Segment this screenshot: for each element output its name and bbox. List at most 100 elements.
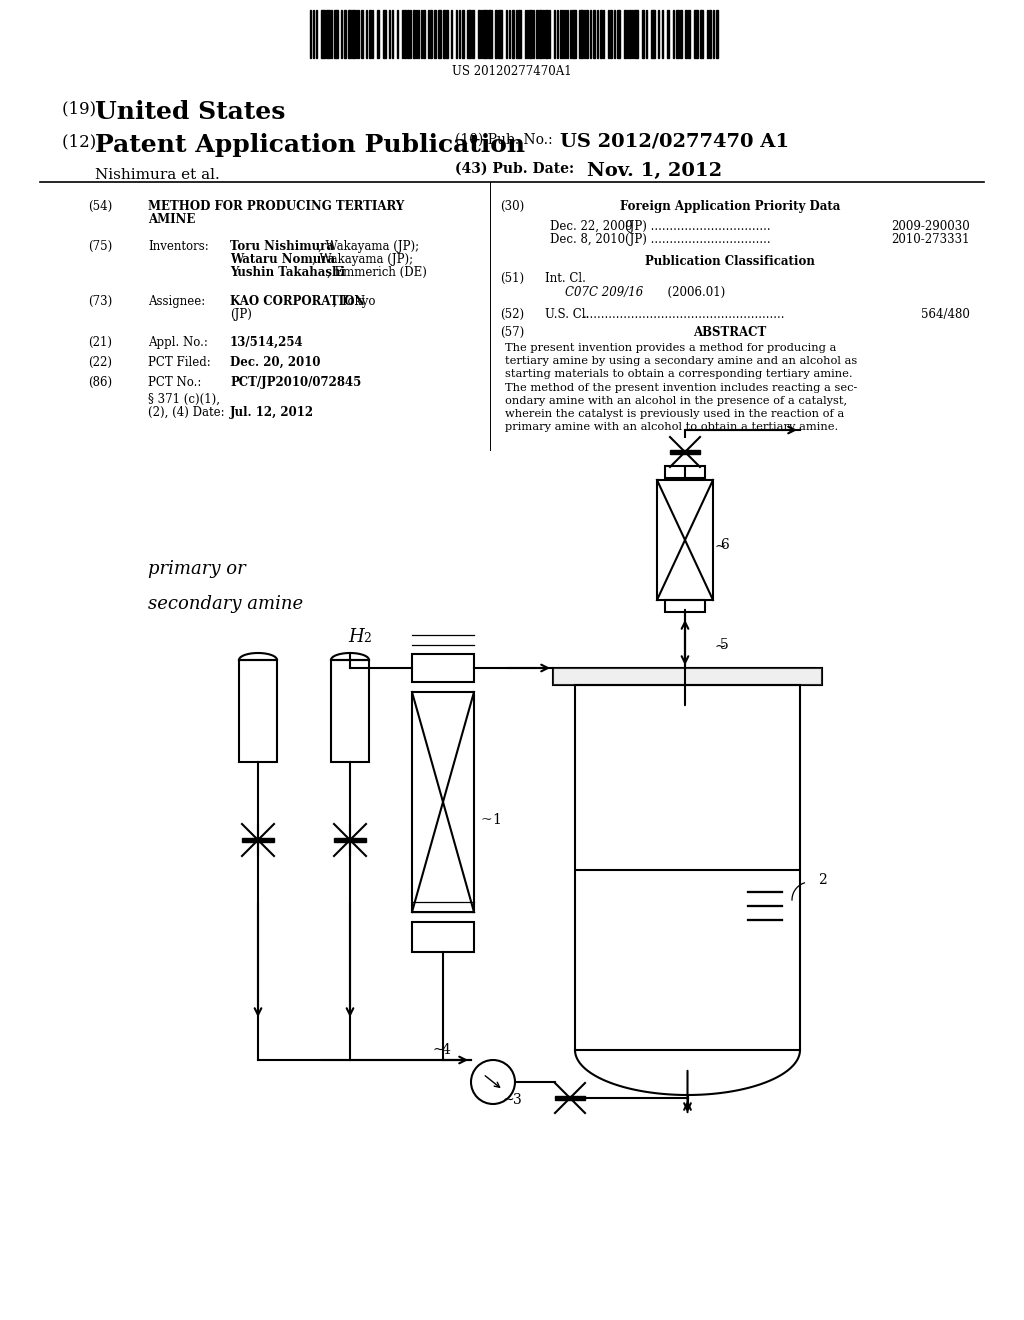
Text: Foreign Application Priority Data: Foreign Application Priority Data	[620, 201, 840, 213]
Bar	[539, 11, 542, 58]
Bar	[685, 11, 687, 58]
Bar	[334, 11, 338, 58]
Bar	[434, 11, 436, 58]
Text: Jul. 12, 2012: Jul. 12, 2012	[230, 407, 314, 418]
Bar	[443, 11, 445, 58]
Bar	[545, 11, 548, 58]
Bar	[377, 11, 379, 58]
Text: ~: ~	[432, 1043, 443, 1057]
Bar	[334, 838, 366, 842]
Bar	[462, 11, 464, 58]
Text: Toru Nishimura: Toru Nishimura	[230, 240, 334, 253]
Bar	[600, 11, 602, 58]
Text: Assignee:: Assignee:	[148, 294, 205, 308]
Bar	[579, 11, 583, 58]
Bar	[529, 11, 532, 58]
Bar	[624, 11, 626, 58]
Text: (86): (86)	[88, 376, 112, 389]
Bar	[512, 11, 514, 58]
Text: 2010-273331: 2010-273331	[892, 234, 970, 246]
Text: (10) Pub. No.:: (10) Pub. No.:	[455, 133, 553, 147]
Bar	[412, 921, 474, 952]
Bar	[472, 11, 474, 58]
Bar	[404, 11, 406, 58]
Bar	[676, 11, 679, 58]
Text: primary or: primary or	[148, 560, 246, 578]
Bar	[667, 11, 669, 58]
Text: United States: United States	[95, 100, 286, 124]
Text: Dec. 20, 2010: Dec. 20, 2010	[230, 356, 321, 370]
Bar	[430, 11, 432, 58]
Text: (12): (12)	[62, 133, 101, 150]
Text: (JP) ................................: (JP) ................................	[625, 220, 771, 234]
Text: Publication Classification: Publication Classification	[645, 255, 815, 268]
Text: , Wakayama (JP);: , Wakayama (JP);	[318, 240, 419, 253]
Bar	[413, 11, 415, 58]
Text: Nishimura et al.: Nishimura et al.	[95, 168, 220, 182]
Text: (21): (21)	[88, 337, 112, 348]
Text: PCT Filed:: PCT Filed:	[148, 356, 211, 370]
Text: (2006.01): (2006.01)	[645, 286, 725, 300]
Text: H: H	[348, 628, 364, 645]
Text: 2: 2	[362, 632, 371, 645]
Bar	[352, 11, 355, 58]
Bar	[242, 838, 274, 842]
Bar	[657, 480, 713, 601]
Bar	[518, 11, 521, 58]
Text: Int. Cl.: Int. Cl.	[545, 272, 586, 285]
Text: ABSTRACT: ABSTRACT	[693, 326, 767, 339]
Bar	[670, 450, 700, 454]
Text: ......................................................: ........................................…	[583, 308, 785, 321]
Text: Dec. 22, 2009: Dec. 22, 2009	[550, 220, 633, 234]
Bar	[575, 685, 800, 1049]
Text: 2: 2	[818, 873, 826, 887]
Bar	[694, 11, 698, 58]
Bar	[483, 11, 487, 58]
Text: C07C 209/16: C07C 209/16	[565, 286, 643, 300]
Text: (54): (54)	[88, 201, 113, 213]
Text: (2), (4) Date:: (2), (4) Date:	[148, 407, 224, 418]
Bar	[369, 11, 371, 58]
Bar	[446, 11, 449, 58]
Text: secondary amine: secondary amine	[148, 595, 303, 612]
Text: PCT No.:: PCT No.:	[148, 376, 202, 389]
Bar	[344, 11, 346, 58]
Text: (JP) ................................: (JP) ................................	[625, 234, 771, 246]
Bar	[688, 11, 690, 58]
Bar	[700, 11, 703, 58]
Text: ~: ~	[503, 1093, 515, 1107]
Bar	[586, 11, 588, 58]
Bar	[331, 660, 369, 762]
Text: , Tokyo: , Tokyo	[333, 294, 376, 308]
Text: Appl. No.:: Appl. No.:	[148, 337, 208, 348]
Text: US 2012/0277470 A1: US 2012/0277470 A1	[560, 133, 790, 150]
Text: 4: 4	[442, 1043, 451, 1057]
Text: 1: 1	[492, 813, 501, 828]
Bar	[610, 11, 612, 58]
Bar	[593, 11, 595, 58]
Text: ~: ~	[714, 540, 726, 554]
Bar	[709, 11, 711, 58]
Text: KAO CORPORATION: KAO CORPORATION	[230, 294, 366, 308]
Bar	[642, 11, 644, 58]
Bar	[423, 11, 425, 58]
Text: ~: ~	[480, 813, 492, 828]
Bar	[326, 11, 330, 58]
Text: 3: 3	[513, 1093, 522, 1107]
Bar	[680, 11, 682, 58]
Text: 564/480: 564/480	[922, 308, 970, 321]
Bar	[555, 1096, 585, 1100]
Bar	[536, 11, 538, 58]
Text: (57): (57)	[500, 326, 524, 339]
Bar	[553, 668, 822, 685]
Bar	[572, 11, 575, 58]
Text: (75): (75)	[88, 240, 113, 253]
Bar	[321, 11, 325, 58]
Text: , Emmerich (DE): , Emmerich (DE)	[327, 267, 427, 279]
Bar	[617, 11, 620, 58]
Text: The present invention provides a method for producing a
tertiary amine by using : The present invention provides a method …	[505, 343, 857, 432]
Text: Wataru Nomura: Wataru Nomura	[230, 253, 335, 267]
Bar	[438, 11, 441, 58]
Bar	[239, 660, 278, 762]
Text: Dec. 8, 2010: Dec. 8, 2010	[550, 234, 625, 246]
